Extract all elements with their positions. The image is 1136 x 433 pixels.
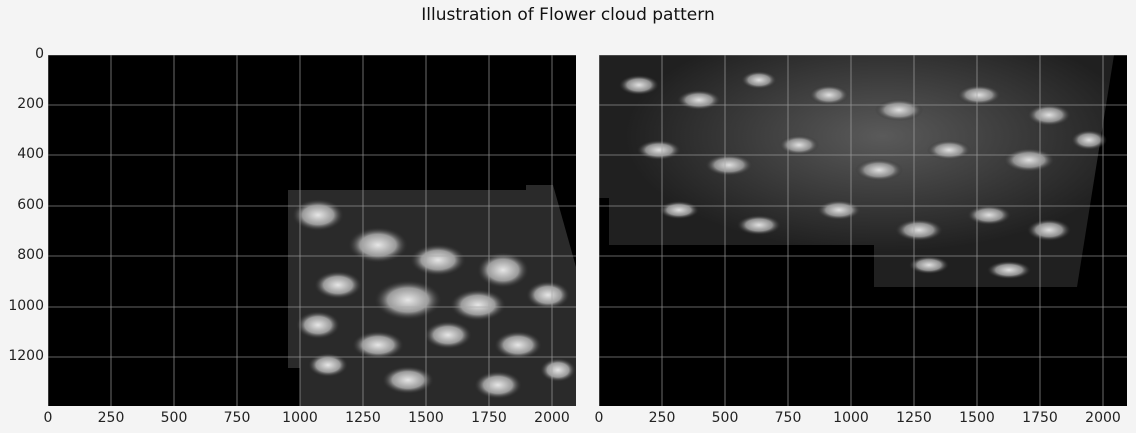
x-tick-label: 750 [774, 410, 802, 426]
x-tick-label: 2000 [1085, 410, 1121, 426]
x-tick-label: 1500 [959, 410, 995, 426]
figure-title: Illustration of Flower cloud pattern [421, 5, 715, 25]
y-tick-label: 400 [17, 146, 44, 162]
y-tick-label: 1200 [8, 348, 44, 364]
y-tick-label: 600 [17, 197, 44, 213]
cloud-image-right [599, 55, 1127, 406]
x-tick-label: 1250 [345, 410, 381, 426]
x-tick-label: 250 [648, 410, 676, 426]
satellite-image-right [599, 55, 1127, 406]
x-tick-label: 0 [594, 410, 604, 426]
cloud-image-left [48, 55, 576, 406]
y-tick-label: 800 [17, 247, 44, 263]
x-tick-label: 2000 [534, 410, 570, 426]
x-tick-label: 1750 [1022, 410, 1058, 426]
x-tick-label: 500 [160, 410, 188, 426]
x-tick-label: 1000 [833, 410, 869, 426]
x-tick-label: 500 [711, 410, 739, 426]
x-tick-label: 250 [97, 410, 125, 426]
x-tick-label: 750 [223, 410, 251, 426]
x-tick-label: 1250 [896, 410, 932, 426]
y-tick-label: 0 [35, 46, 44, 62]
x-tick-label: 1750 [471, 410, 507, 426]
x-tick-label: 1000 [282, 410, 318, 426]
satellite-image-left [48, 55, 576, 406]
x-tick-label: 0 [43, 410, 53, 426]
y-tick-label: 1000 [8, 298, 44, 314]
y-tick-label: 200 [17, 96, 44, 112]
x-tick-label: 1500 [408, 410, 444, 426]
